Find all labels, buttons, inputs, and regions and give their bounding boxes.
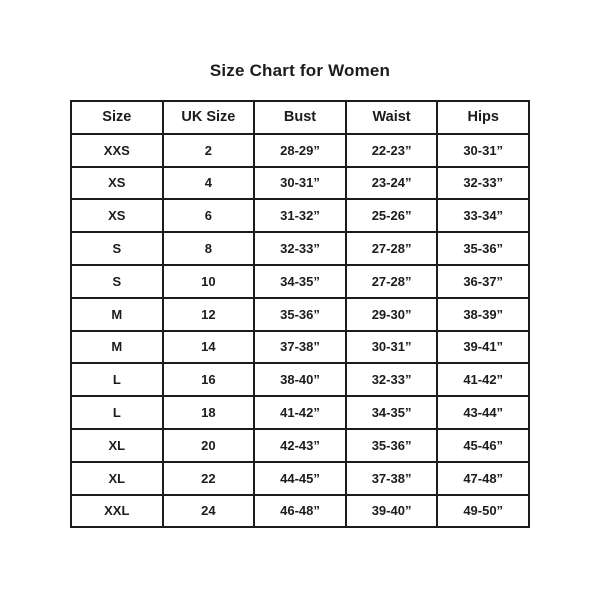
table-row: XXS 2 28-29” 22-23” 30-31” (70, 132, 530, 168)
cell-uk-size: 20 (161, 427, 256, 463)
cell-waist: 22-23” (344, 132, 439, 168)
cell-waist: 34-35” (344, 395, 439, 430)
cell-hips: 43-44” (436, 395, 530, 430)
cell-waist: 32-33” (344, 362, 439, 398)
table-row: XL 20 42-43” 35-36” 45-46” (70, 427, 530, 463)
cell-hips: 47-48” (436, 460, 530, 496)
table-row: S 8 32-33” 27-28” 35-36” (70, 231, 530, 266)
cell-bust: 37-38” (253, 329, 347, 365)
cell-size: S (70, 263, 164, 299)
cell-hips: 30-31” (436, 132, 530, 168)
cell-uk-size: 6 (161, 198, 256, 234)
cell-bust: 38-40” (253, 362, 347, 398)
cell-hips: 35-36” (436, 231, 530, 266)
cell-uk-size: 2 (161, 132, 256, 168)
cell-size: S (70, 231, 164, 266)
cell-uk-size: 12 (161, 296, 256, 332)
table-row: L 16 38-40” 32-33” 41-42” (70, 362, 530, 398)
cell-uk-size: 14 (161, 329, 256, 365)
cell-uk-size: 18 (161, 395, 256, 430)
cell-waist: 39-40” (344, 493, 439, 529)
cell-uk-size: 8 (161, 231, 256, 266)
cell-size: L (70, 362, 164, 398)
cell-uk-size: 22 (161, 460, 256, 496)
cell-bust: 42-43” (253, 427, 347, 463)
header-row: Size UK Size Bust Waist Hips (70, 100, 530, 135)
cell-uk-size: 10 (161, 263, 256, 299)
table-row: XL 22 44-45” 37-38” 47-48” (70, 460, 530, 496)
cell-waist: 25-26” (344, 198, 439, 234)
cell-hips: 36-37” (436, 263, 530, 299)
cell-bust: 41-42” (253, 395, 347, 430)
cell-hips: 32-33” (436, 165, 530, 201)
cell-bust: 32-33” (253, 231, 347, 266)
cell-hips: 49-50” (436, 493, 530, 529)
cell-size: XL (70, 460, 164, 496)
cell-bust: 44-45” (253, 460, 347, 496)
cell-bust: 46-48” (253, 493, 347, 529)
cell-bust: 34-35” (253, 263, 347, 299)
table-row: XS 4 30-31” 23-24” 32-33” (70, 165, 530, 201)
cell-uk-size: 16 (161, 362, 256, 398)
cell-uk-size: 4 (161, 165, 256, 201)
cell-bust: 31-32” (253, 198, 347, 234)
cell-size: M (70, 329, 164, 365)
cell-waist: 29-30” (344, 296, 439, 332)
cell-size: L (70, 395, 164, 430)
table-row: XXL 24 46-48” 39-40” 49-50” (70, 493, 530, 529)
cell-uk-size: 24 (161, 493, 256, 529)
cell-bust: 30-31” (253, 165, 347, 201)
cell-waist: 27-28” (344, 263, 439, 299)
cell-size: XXS (70, 132, 164, 168)
cell-hips: 45-46” (436, 427, 530, 463)
table-header: Size UK Size Bust Waist Hips (70, 100, 530, 135)
cell-size: XL (70, 427, 164, 463)
table-body: XXS 2 28-29” 22-23” 30-31” XS 4 30-31” 2… (70, 132, 530, 529)
cell-waist: 37-38” (344, 460, 439, 496)
page-title: Size Chart for Women (209, 61, 391, 80)
table-row: XS 6 31-32” 25-26” 33-34” (70, 198, 530, 234)
table-row: M 14 37-38” 30-31” 39-41” (70, 329, 530, 365)
cell-hips: 39-41” (436, 329, 530, 365)
cell-waist: 35-36” (344, 427, 439, 463)
column-header-uk-size: UK Size (161, 100, 256, 135)
cell-bust: 35-36” (253, 296, 347, 332)
size-chart-table: Size UK Size Bust Waist Hips XXS 2 28-29… (70, 100, 530, 529)
cell-size: XS (70, 198, 164, 234)
cell-hips: 41-42” (436, 362, 530, 398)
cell-size: XXL (70, 493, 164, 529)
table-row: M 12 35-36” 29-30” 38-39” (70, 296, 530, 332)
table-row: S 10 34-35” 27-28” 36-37” (70, 263, 530, 299)
column-header-waist: Waist (344, 100, 439, 135)
column-header-hips: Hips (436, 100, 530, 135)
cell-waist: 23-24” (344, 165, 439, 201)
column-header-bust: Bust (253, 100, 347, 135)
column-header-size: Size (70, 100, 164, 135)
cell-size: M (70, 296, 164, 332)
cell-hips: 38-39” (436, 296, 530, 332)
cell-bust: 28-29” (253, 132, 347, 168)
table-row: L 18 41-42” 34-35” 43-44” (70, 395, 530, 430)
cell-size: XS (70, 165, 164, 201)
cell-waist: 27-28” (344, 231, 439, 266)
cell-waist: 30-31” (344, 329, 439, 365)
cell-hips: 33-34” (436, 198, 530, 234)
